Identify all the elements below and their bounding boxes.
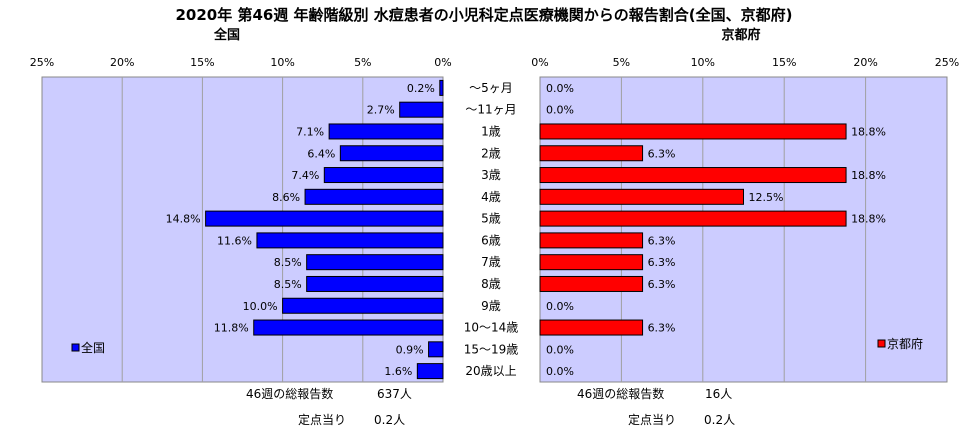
national-bar [339,145,444,162]
kyoto-value-label: 18.8% [851,169,886,182]
age-category-label: 5歳 [481,212,501,226]
national-value-label: 0.9% [396,343,424,356]
kyoto-bar [539,275,644,292]
left-tick-label: 0% [434,56,451,69]
kyoto-value-label: 6.3% [648,256,676,269]
age-category-label: 7歳 [481,255,501,269]
kyoto-value-label: 0.0% [546,343,574,356]
kyoto-bar [539,254,644,271]
left-subtitle: 全国 [213,27,240,43]
national-bar [304,188,444,205]
national-bar [416,363,444,380]
left-tick-label: 15% [190,56,214,69]
kyoto-total-value: 16人 [705,387,732,401]
age-category-label: 3歳 [481,168,501,182]
right-tick-label: 5% [613,56,630,69]
kyoto-bar [539,145,644,162]
kyoto-value-label: 0.0% [546,82,574,95]
kyoto-bar [539,210,847,227]
national-bar [205,210,444,227]
national-bar [306,254,444,271]
national-total-value: 637人 [377,387,412,401]
kyoto-per-label: 定点当り [628,412,676,427]
national-bar [323,167,444,184]
national-value-label: 8.5% [274,278,302,291]
chart-title: 2020年 第46週 年齢階級別 水痘患者の小児科定点医療機関からの報告割合(全… [175,6,792,24]
kyoto-value-label: 18.8% [851,213,886,226]
national-bar [399,101,444,118]
left-legend-label: 全国 [81,340,105,355]
kyoto-value-label: 18.8% [851,125,886,138]
kyoto-value-label: 6.3% [648,147,676,160]
age-category-label: 1歳 [481,124,501,138]
national-bar [428,341,444,358]
right-legend-label: 京都府 [887,336,923,351]
national-per-label: 定点当り [298,412,346,427]
left-plot-area [41,76,444,383]
age-category-label: 20歳以上 [465,364,516,378]
kyoto-value-label: 0.0% [546,104,574,117]
age-category-label: 9歳 [481,299,501,313]
kyoto-value-label: 12.5% [749,191,784,204]
kyoto-per-value: 0.2人 [704,413,735,427]
age-category-label: 6歳 [481,233,501,247]
national-value-label: 2.7% [367,104,395,117]
national-total-label: 46週の総報告数 [246,386,333,401]
left-tick-label: 5% [354,56,371,69]
national-value-label: 8.6% [272,191,300,204]
kyoto-bar [539,232,644,249]
national-value-label: 11.8% [214,322,249,335]
kyoto-bar [539,319,644,336]
kyoto-value-label: 6.3% [648,278,676,291]
national-bar [439,79,444,96]
age-category-label: 15～19歳 [464,342,519,356]
national-value-label: 10.0% [243,300,278,313]
national-value-label: 7.4% [291,169,319,182]
age-category-label: 2歳 [481,146,501,160]
kyoto-total-label: 46週の総報告数 [577,386,664,401]
age-category-label: ～11ヶ月 [465,103,516,117]
right-plot-area [539,76,948,383]
left-legend-swatch [71,343,80,352]
national-bar [256,232,444,249]
age-category-label: 4歳 [481,190,501,204]
kyoto-value-label: 0.0% [546,300,574,313]
left-tick-label: 20% [110,56,134,69]
age-category-label: 10～14歳 [464,321,519,335]
national-per-value: 0.2人 [374,413,405,427]
left-tick-label: 25% [30,56,54,69]
national-value-label: 0.2% [407,82,435,95]
national-bar [306,275,444,292]
kyoto-value-label: 0.0% [546,365,574,378]
right-tick-label: 15% [772,56,796,69]
national-bar [328,123,444,140]
kyoto-bar [539,123,847,140]
national-value-label: 8.5% [274,256,302,269]
right-tick-label: 20% [853,56,877,69]
kyoto-bar [539,188,744,205]
national-bar [253,319,444,336]
right-tick-label: 0% [531,56,548,69]
right-tick-label: 10% [691,56,715,69]
age-category-label: ～5ヶ月 [469,81,513,95]
kyoto-value-label: 6.3% [648,234,676,247]
age-category-label: 8歳 [481,277,501,291]
national-bar [282,297,444,314]
right-tick-label: 25% [935,56,959,69]
right-legend-swatch [877,339,886,348]
kyoto-value-label: 6.3% [648,322,676,335]
kyoto-bar [539,167,847,184]
national-value-label: 1.6% [384,365,412,378]
right-subtitle: 京都府 [721,27,760,43]
national-value-label: 11.6% [217,234,252,247]
national-value-label: 14.8% [166,213,201,226]
national-value-label: 6.4% [307,147,335,160]
left-tick-label: 10% [270,56,294,69]
national-value-label: 7.1% [296,125,324,138]
